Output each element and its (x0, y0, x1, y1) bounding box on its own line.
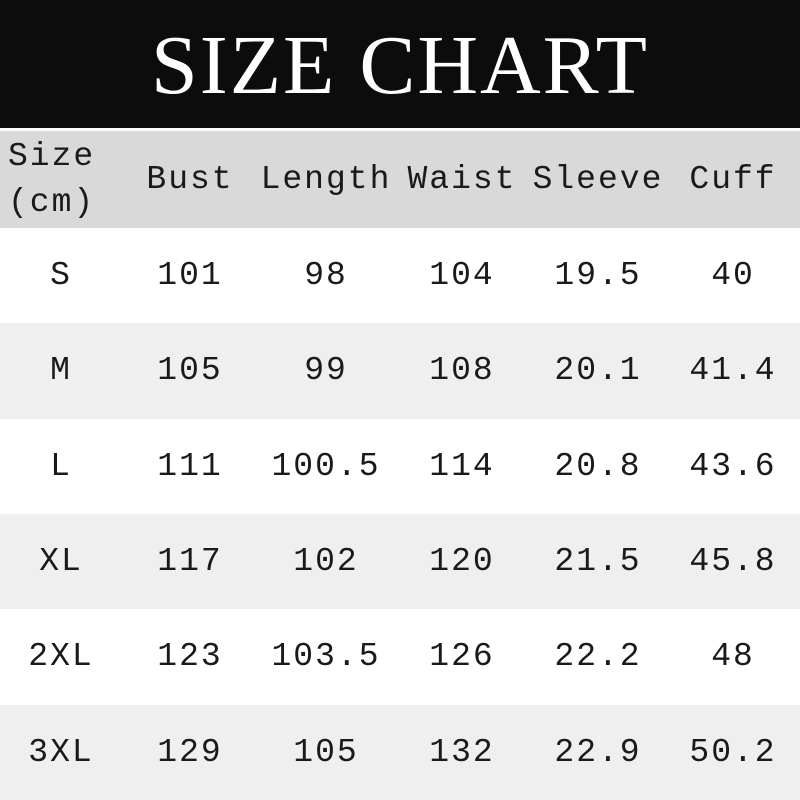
cell-bust: 129 (157, 733, 223, 771)
size-header-line1: Size (8, 137, 96, 175)
cell-cuff: 41.4 (689, 352, 777, 390)
row-size-label: M (50, 352, 72, 390)
page-title: SIZE CHART (151, 19, 649, 112)
cell-bust: 123 (157, 638, 223, 676)
column-header-size-cm: Size (cm) (0, 134, 122, 225)
cell-bust: 101 (157, 257, 223, 295)
cell-length: 105 (293, 733, 359, 771)
table-row-2xl: 2XL 123 103.5 126 22.2 48 (0, 609, 800, 705)
cell-sleeve: 19.5 (554, 257, 642, 295)
column-header-bust: Bust (146, 161, 234, 198)
table-row-l: L 111 100.5 114 20.8 43.6 (0, 418, 800, 514)
row-size-label: 2XL (28, 638, 94, 676)
cell-bust: 117 (157, 543, 223, 581)
table-row-3xl: 3XL 129 105 132 22.9 50.2 (0, 704, 800, 800)
cell-cuff: 50.2 (689, 733, 777, 771)
cell-length: 100.5 (271, 447, 381, 485)
cell-waist: 108 (429, 352, 495, 390)
cell-length: 99 (304, 352, 348, 390)
cell-waist: 126 (429, 638, 495, 676)
cell-length: 103.5 (271, 638, 381, 676)
column-header-cuff: Cuff (689, 161, 777, 198)
row-size-label: S (50, 257, 72, 295)
column-header-length: Length (260, 161, 392, 198)
cell-cuff: 40 (711, 257, 755, 295)
cell-cuff: 48 (711, 638, 755, 676)
column-header-waist: Waist (407, 161, 517, 198)
cell-sleeve: 20.8 (554, 447, 642, 485)
cell-waist: 114 (429, 447, 495, 485)
table-row-s: S 101 98 104 19.5 40 (0, 228, 800, 324)
cell-bust: 111 (157, 447, 223, 485)
cell-waist: 120 (429, 543, 495, 581)
cell-cuff: 45.8 (689, 543, 777, 581)
table-row-m: M 105 99 108 20.1 41.4 (0, 323, 800, 419)
size-header-line2: (cm) (8, 183, 96, 221)
title-banner: SIZE CHART (0, 0, 800, 131)
table-body: S 101 98 104 19.5 40 M 105 99 108 20.1 4… (0, 228, 800, 800)
cell-bust: 105 (157, 352, 223, 390)
cell-sleeve: 21.5 (554, 543, 642, 581)
column-header-sleeve: Sleeve (532, 161, 664, 198)
row-size-label: 3XL (28, 733, 94, 771)
cell-sleeve: 22.9 (554, 733, 642, 771)
cell-cuff: 43.6 (689, 447, 777, 485)
row-size-label: L (50, 447, 72, 485)
table-header-row: Size (cm) Bust Length Waist Sleeve Cuff (0, 131, 800, 228)
table-row-xl: XL 117 102 120 21.5 45.8 (0, 513, 800, 610)
cell-sleeve: 22.2 (554, 638, 642, 676)
cell-length: 102 (293, 543, 359, 581)
cell-length: 98 (304, 257, 348, 295)
cell-sleeve: 20.1 (554, 352, 642, 390)
cell-waist: 104 (429, 257, 495, 295)
cell-waist: 132 (429, 733, 495, 771)
row-size-label: XL (39, 543, 83, 581)
